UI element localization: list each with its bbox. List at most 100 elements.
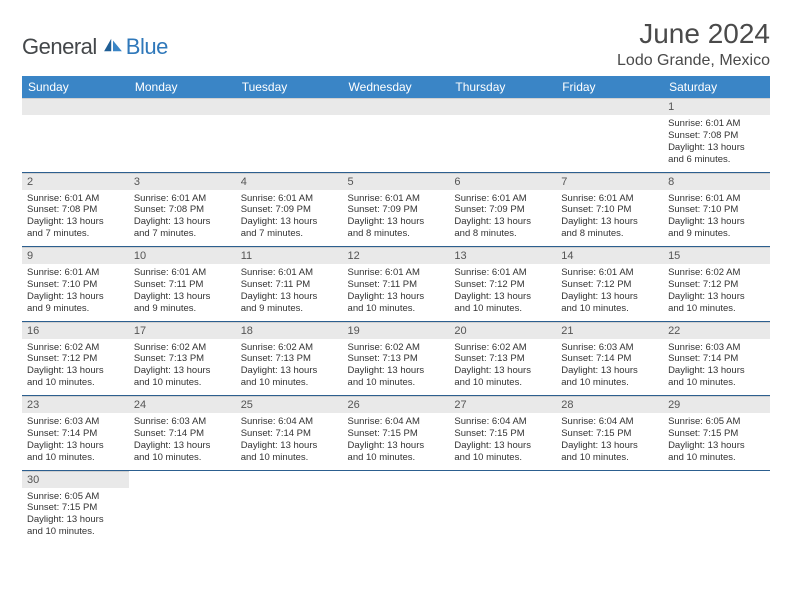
day-line-d1: Daylight: 13 hours bbox=[561, 291, 658, 303]
day-line-d2: and 8 minutes. bbox=[348, 228, 445, 240]
day-line-sr: Sunrise: 6:01 AM bbox=[561, 193, 658, 205]
day-line-d1: Daylight: 13 hours bbox=[454, 216, 551, 228]
calendar-day-cell bbox=[343, 98, 450, 173]
day-line-ss: Sunset: 7:10 PM bbox=[27, 279, 124, 291]
day-line-sr: Sunrise: 6:05 AM bbox=[27, 491, 124, 503]
day-line-sr: Sunrise: 6:01 AM bbox=[27, 267, 124, 279]
day-details: Sunrise: 6:01 AMSunset: 7:09 PMDaylight:… bbox=[449, 190, 556, 247]
day-line-sr: Sunrise: 6:01 AM bbox=[241, 193, 338, 205]
day-line-sr: Sunrise: 6:02 AM bbox=[134, 342, 231, 354]
day-line-ss: Sunset: 7:12 PM bbox=[668, 279, 765, 291]
calendar-day-cell bbox=[129, 471, 236, 545]
day-number: 27 bbox=[449, 396, 556, 413]
day-line-sr: Sunrise: 6:04 AM bbox=[348, 416, 445, 428]
calendar-day-cell: 29Sunrise: 6:05 AMSunset: 7:15 PMDayligh… bbox=[663, 396, 770, 471]
empty-day-body bbox=[129, 115, 236, 165]
day-line-d2: and 10 minutes. bbox=[348, 377, 445, 389]
day-line-d1: Daylight: 13 hours bbox=[668, 291, 765, 303]
calendar-day-cell: 28Sunrise: 6:04 AMSunset: 7:15 PMDayligh… bbox=[556, 396, 663, 471]
day-line-d1: Daylight: 13 hours bbox=[134, 216, 231, 228]
calendar-day-cell: 7Sunrise: 6:01 AMSunset: 7:10 PMDaylight… bbox=[556, 173, 663, 248]
calendar-day-cell: 1Sunrise: 6:01 AMSunset: 7:08 PMDaylight… bbox=[663, 98, 770, 173]
day-line-d2: and 10 minutes. bbox=[454, 452, 551, 464]
brand-logo: General Blue bbox=[22, 34, 168, 60]
day-line-ss: Sunset: 7:10 PM bbox=[561, 204, 658, 216]
calendar-day-cell: 3Sunrise: 6:01 AMSunset: 7:08 PMDaylight… bbox=[129, 173, 236, 248]
day-number: 17 bbox=[129, 322, 236, 339]
day-line-d2: and 10 minutes. bbox=[134, 377, 231, 389]
day-line-sr: Sunrise: 6:01 AM bbox=[348, 267, 445, 279]
day-line-ss: Sunset: 7:12 PM bbox=[454, 279, 551, 291]
location-label: Lodo Grande, Mexico bbox=[617, 52, 770, 70]
day-line-ss: Sunset: 7:09 PM bbox=[241, 204, 338, 216]
calendar-day-cell bbox=[449, 471, 556, 545]
calendar-day-cell bbox=[236, 471, 343, 545]
weekday-header: Monday bbox=[129, 76, 236, 98]
day-line-sr: Sunrise: 6:01 AM bbox=[454, 193, 551, 205]
day-details: Sunrise: 6:01 AMSunset: 7:11 PMDaylight:… bbox=[129, 264, 236, 321]
weekday-header: Tuesday bbox=[236, 76, 343, 98]
empty-day-body bbox=[556, 115, 663, 165]
calendar-day-cell: 16Sunrise: 6:02 AMSunset: 7:12 PMDayligh… bbox=[22, 322, 129, 397]
calendar-week-row: 9Sunrise: 6:01 AMSunset: 7:10 PMDaylight… bbox=[22, 247, 770, 322]
day-number: 26 bbox=[343, 396, 450, 413]
day-line-ss: Sunset: 7:09 PM bbox=[454, 204, 551, 216]
day-line-ss: Sunset: 7:13 PM bbox=[134, 353, 231, 365]
calendar-day-cell bbox=[556, 98, 663, 173]
empty-day-bar bbox=[129, 98, 236, 115]
calendar-day-cell bbox=[129, 98, 236, 173]
day-details: Sunrise: 6:05 AMSunset: 7:15 PMDaylight:… bbox=[22, 488, 129, 545]
day-details: Sunrise: 6:01 AMSunset: 7:12 PMDaylight:… bbox=[556, 264, 663, 321]
day-line-d1: Daylight: 13 hours bbox=[348, 216, 445, 228]
day-number: 29 bbox=[663, 396, 770, 413]
day-details: Sunrise: 6:01 AMSunset: 7:10 PMDaylight:… bbox=[556, 190, 663, 247]
day-line-d1: Daylight: 13 hours bbox=[668, 216, 765, 228]
day-number: 2 bbox=[22, 173, 129, 190]
weekday-header: Sunday bbox=[22, 76, 129, 98]
day-number: 9 bbox=[22, 247, 129, 264]
calendar-day-cell: 2Sunrise: 6:01 AMSunset: 7:08 PMDaylight… bbox=[22, 173, 129, 248]
day-number: 24 bbox=[129, 396, 236, 413]
calendar-day-cell: 10Sunrise: 6:01 AMSunset: 7:11 PMDayligh… bbox=[129, 247, 236, 322]
calendar-day-cell bbox=[663, 471, 770, 545]
day-line-ss: Sunset: 7:08 PM bbox=[134, 204, 231, 216]
day-details: Sunrise: 6:01 AMSunset: 7:12 PMDaylight:… bbox=[449, 264, 556, 321]
day-details: Sunrise: 6:04 AMSunset: 7:15 PMDaylight:… bbox=[343, 413, 450, 470]
day-line-d1: Daylight: 13 hours bbox=[27, 365, 124, 377]
day-line-d2: and 10 minutes. bbox=[348, 452, 445, 464]
day-line-d2: and 6 minutes. bbox=[668, 154, 765, 166]
day-number: 11 bbox=[236, 247, 343, 264]
day-line-sr: Sunrise: 6:03 AM bbox=[561, 342, 658, 354]
day-line-ss: Sunset: 7:14 PM bbox=[668, 353, 765, 365]
day-line-d1: Daylight: 13 hours bbox=[134, 440, 231, 452]
day-details: Sunrise: 6:02 AMSunset: 7:13 PMDaylight:… bbox=[449, 339, 556, 396]
day-details: Sunrise: 6:03 AMSunset: 7:14 PMDaylight:… bbox=[22, 413, 129, 470]
calendar-day-cell: 23Sunrise: 6:03 AMSunset: 7:14 PMDayligh… bbox=[22, 396, 129, 471]
calendar-day-cell bbox=[556, 471, 663, 545]
calendar-day-cell: 27Sunrise: 6:04 AMSunset: 7:15 PMDayligh… bbox=[449, 396, 556, 471]
day-line-d2: and 10 minutes. bbox=[454, 377, 551, 389]
day-details: Sunrise: 6:04 AMSunset: 7:14 PMDaylight:… bbox=[236, 413, 343, 470]
day-number: 18 bbox=[236, 322, 343, 339]
calendar-week-row: 1Sunrise: 6:01 AMSunset: 7:08 PMDaylight… bbox=[22, 98, 770, 173]
day-line-sr: Sunrise: 6:01 AM bbox=[348, 193, 445, 205]
page-header: General Blue June 2024 Lodo Grande, Mexi… bbox=[22, 18, 770, 70]
calendar-day-cell: 5Sunrise: 6:01 AMSunset: 7:09 PMDaylight… bbox=[343, 173, 450, 248]
day-line-ss: Sunset: 7:13 PM bbox=[454, 353, 551, 365]
day-line-d2: and 10 minutes. bbox=[668, 452, 765, 464]
day-line-sr: Sunrise: 6:02 AM bbox=[668, 267, 765, 279]
day-line-d2: and 9 minutes. bbox=[27, 303, 124, 315]
day-number: 12 bbox=[343, 247, 450, 264]
calendar-day-cell: 15Sunrise: 6:02 AMSunset: 7:12 PMDayligh… bbox=[663, 247, 770, 322]
empty-day-bar bbox=[22, 98, 129, 115]
weekday-header: Saturday bbox=[663, 76, 770, 98]
day-line-ss: Sunset: 7:12 PM bbox=[27, 353, 124, 365]
day-line-ss: Sunset: 7:15 PM bbox=[348, 428, 445, 440]
day-line-d1: Daylight: 13 hours bbox=[454, 291, 551, 303]
day-line-d2: and 10 minutes. bbox=[561, 377, 658, 389]
day-line-d2: and 10 minutes. bbox=[134, 452, 231, 464]
day-number: 4 bbox=[236, 173, 343, 190]
day-line-d1: Daylight: 13 hours bbox=[241, 216, 338, 228]
day-line-d1: Daylight: 13 hours bbox=[454, 365, 551, 377]
day-details: Sunrise: 6:03 AMSunset: 7:14 PMDaylight:… bbox=[129, 413, 236, 470]
